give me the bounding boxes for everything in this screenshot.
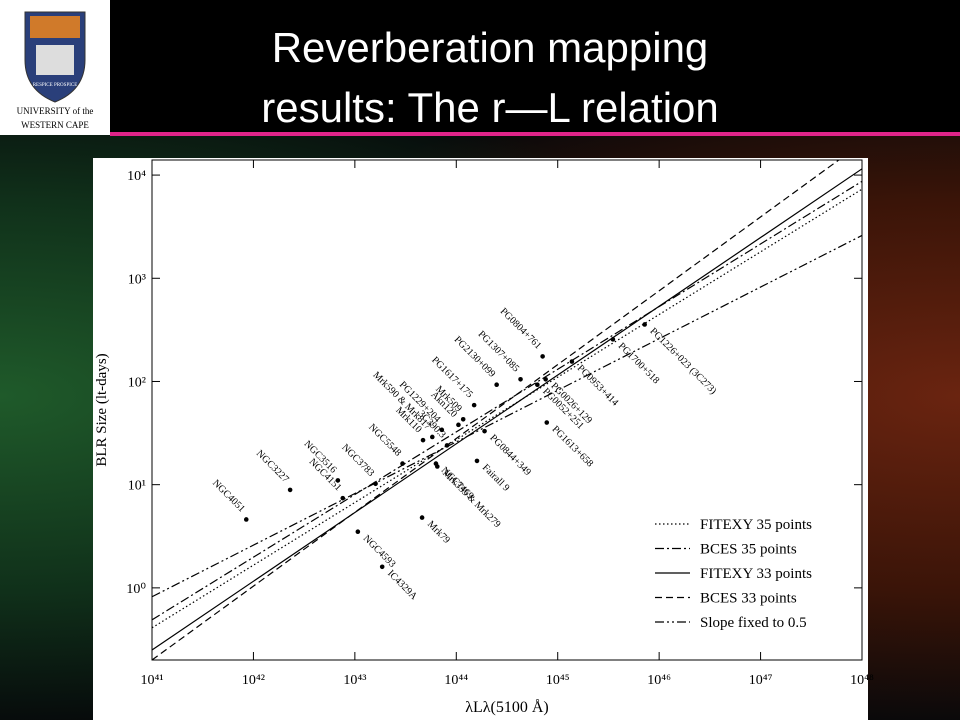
fit-line — [152, 160, 840, 660]
data-point — [569, 359, 575, 364]
logo-text: UNIVERSITY of the — [17, 106, 94, 116]
data-point — [439, 427, 445, 433]
header-rule — [110, 132, 960, 136]
x-tick-label: 10⁴⁸ — [850, 673, 874, 688]
header-bar — [0, 0, 960, 135]
data-point — [429, 434, 435, 440]
data-point — [340, 495, 346, 501]
data-point — [419, 515, 425, 520]
fit-lines — [152, 160, 862, 660]
data-point — [482, 428, 487, 434]
logo-building — [36, 45, 74, 75]
data-point — [543, 376, 548, 382]
data-point — [540, 354, 545, 359]
x-tick-label: 10⁴⁵ — [546, 673, 570, 688]
y-tick-label: 10⁰ — [126, 582, 146, 597]
x-tick-label: 10⁴⁶ — [647, 673, 671, 688]
fit-line — [152, 180, 862, 621]
data-point — [243, 517, 249, 522]
y-tick-label: 10³ — [128, 272, 146, 287]
fit-line — [152, 188, 862, 629]
chart-panel — [93, 158, 868, 720]
data-point — [535, 382, 540, 388]
data-point — [544, 420, 550, 425]
y-tick-label: 10¹ — [128, 479, 146, 494]
logo-band — [30, 16, 80, 38]
data-point — [471, 402, 477, 408]
y-tick-label: 10² — [128, 375, 146, 390]
data-point — [400, 461, 405, 466]
x-tick-label: 10⁴⁴ — [444, 673, 468, 688]
x-tick-label: 10⁴³ — [343, 673, 366, 688]
x-tick-label: 10⁴¹ — [140, 673, 163, 688]
y-tick-label: 10⁴ — [127, 169, 146, 184]
y-axis-label: BLR Size (lt-days) — [94, 353, 110, 466]
legend-label: BCES 33 points — [700, 591, 797, 607]
data-point — [379, 564, 385, 570]
data-point — [474, 458, 480, 464]
logo-text: WESTERN CAPE — [21, 120, 89, 130]
slide-title: results: The r—L relation — [261, 84, 719, 131]
data-point — [435, 464, 440, 469]
data-point — [287, 487, 293, 493]
legend-label: FITEXY 35 points — [700, 517, 812, 533]
x-tick-label: 10⁴⁷ — [749, 673, 773, 688]
fit-line — [152, 234, 862, 598]
plot-frame — [151, 159, 863, 661]
logo-motto: RESPICE PROSPICE — [33, 83, 78, 88]
data-point — [335, 478, 341, 483]
legend-label: BCES 35 points — [700, 542, 797, 558]
legend-label: Slope fixed to 0.5 — [700, 615, 807, 631]
x-tick-label: 10⁴² — [242, 673, 265, 688]
slide-title: Reverberation mapping — [272, 24, 709, 71]
data-point — [518, 376, 523, 382]
data-point — [456, 422, 461, 428]
data-point — [355, 529, 361, 535]
legend-label: FITEXY 33 points — [700, 566, 812, 582]
data-point — [642, 322, 647, 327]
data-point — [494, 382, 499, 388]
data-point — [444, 443, 450, 448]
x-axis-label: λLλ(5100 Å) — [465, 698, 549, 716]
data-point — [460, 416, 466, 422]
data-point — [420, 437, 426, 443]
data-point — [373, 481, 378, 487]
data-point — [610, 337, 616, 342]
fit-line — [152, 168, 862, 651]
